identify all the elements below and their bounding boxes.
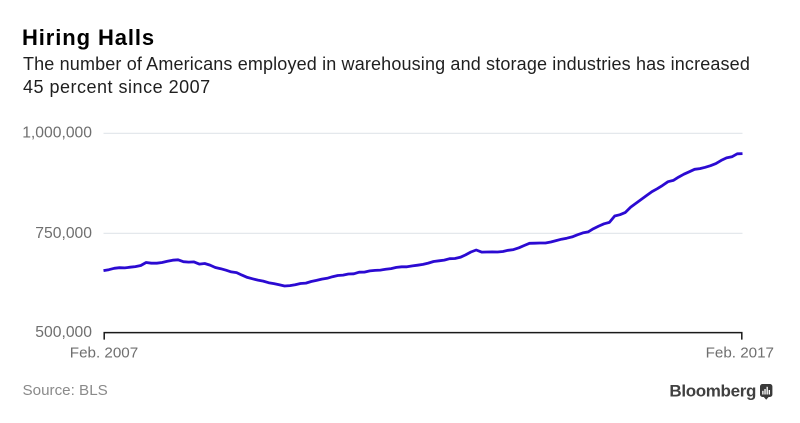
svg-text:The number of Americans employ: The number of Americans employed in ware… <box>23 54 750 74</box>
svg-text:500,000: 500,000 <box>35 324 92 341</box>
svg-text:Bloomberg: Bloomberg <box>669 382 756 401</box>
svg-text:1,000,000: 1,000,000 <box>22 125 92 142</box>
svg-text:Hiring Halls: Hiring Halls <box>22 25 155 50</box>
svg-text:45 percent since 2007: 45 percent since 2007 <box>23 77 211 97</box>
svg-text:750,000: 750,000 <box>35 225 92 242</box>
svg-text:Source: BLS: Source: BLS <box>23 382 108 399</box>
svg-text:Feb. 2017: Feb. 2017 <box>706 344 774 361</box>
svg-text:Feb. 2007: Feb. 2007 <box>70 344 138 361</box>
